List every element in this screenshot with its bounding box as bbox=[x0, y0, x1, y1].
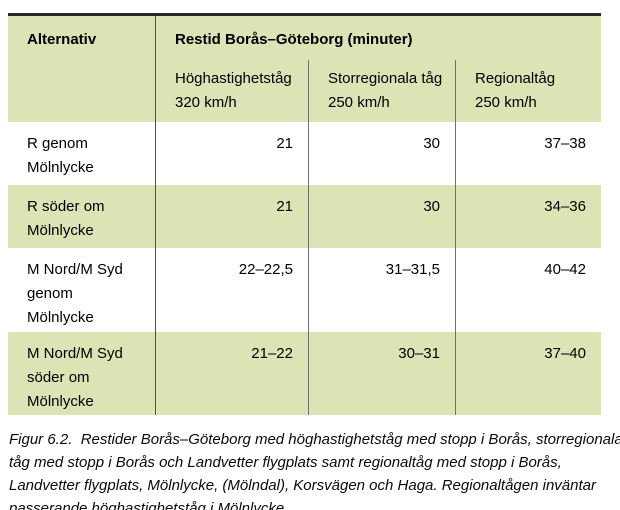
table-row-label: M Nord/M Syd genom Mölnlycke bbox=[8, 248, 156, 332]
column-header-alternativ: Alternativ bbox=[8, 16, 156, 122]
table-cell: 21 bbox=[156, 185, 308, 248]
table-cell: 30 bbox=[308, 122, 455, 185]
column-header-storregionala: Storregionala tåg 250 km/h bbox=[308, 60, 455, 122]
column-header-regionaltag: Regionaltåg 250 km/h bbox=[455, 60, 601, 122]
column-header-alternativ-label: Alternativ bbox=[27, 31, 97, 48]
table-cell: 30–31 bbox=[308, 332, 455, 415]
table-cell: 21 bbox=[156, 122, 308, 185]
table-cell: 31–31,5 bbox=[308, 248, 455, 332]
table-cell: 37–38 bbox=[455, 122, 601, 185]
column-header-storregionala-name: Storregionala tåg bbox=[328, 70, 443, 87]
row-label-line: M Nord/M Syd bbox=[27, 261, 123, 278]
column-header-regionaltag-name: Regionaltåg bbox=[475, 70, 556, 87]
travel-time-table: Alternativ Restid Borås–Göteborg (minute… bbox=[8, 13, 601, 415]
column-header-hoghastighetstag: Höghastighetståg 320 km/h bbox=[156, 60, 308, 122]
table-cell: 22–22,5 bbox=[156, 248, 308, 332]
column-header-storregionala-speed: 250 km/h bbox=[328, 94, 390, 111]
column-header-regionaltag-speed: 250 km/h bbox=[475, 94, 537, 111]
caption-line: passerande höghastighetståg i Mölnlycke. bbox=[9, 500, 289, 510]
table-title: Restid Borås–Göteborg (minuter) bbox=[156, 16, 601, 60]
row-label-line: genom bbox=[27, 285, 73, 302]
row-label-line: Mölnlycke bbox=[27, 309, 94, 326]
table-cell: 21–22 bbox=[156, 332, 308, 415]
row-label-line: Mölnlycke bbox=[27, 393, 94, 410]
table-row-label: R söder om Mölnlycke bbox=[8, 185, 156, 248]
row-label-line: söder om bbox=[27, 369, 90, 386]
table-title-label: Restid Borås–Göteborg (minuter) bbox=[175, 31, 413, 48]
caption-line: Figur 6.2. Restider Borås–Göteborg med h… bbox=[9, 431, 620, 448]
figure-caption: Figur 6.2. Restider Borås–Göteborg med h… bbox=[9, 428, 620, 510]
column-header-hoghastighetstag-speed: 320 km/h bbox=[175, 94, 237, 111]
row-label-line: R söder om bbox=[27, 198, 105, 215]
caption-line: Landvetter flygplats, Mölnlycke, (Mölnda… bbox=[9, 477, 596, 494]
row-label-line: R genom bbox=[27, 135, 88, 152]
table-cell: 30 bbox=[308, 185, 455, 248]
caption-line: tåg med stopp i Borås och Landvetter fly… bbox=[9, 454, 562, 471]
row-label-line: Mölnlycke bbox=[27, 159, 94, 176]
column-header-hoghastighetstag-name: Höghastighetståg bbox=[175, 70, 292, 87]
row-label-line: Mölnlycke bbox=[27, 222, 94, 239]
table-row-label: R genom Mölnlycke bbox=[8, 122, 156, 185]
row-label-line: M Nord/M Syd bbox=[27, 345, 123, 362]
table-row-label: M Nord/M Syd söder om Mölnlycke bbox=[8, 332, 156, 415]
table-cell: 37–40 bbox=[455, 332, 601, 415]
table-cell: 40–42 bbox=[455, 248, 601, 332]
table-cell: 34–36 bbox=[455, 185, 601, 248]
